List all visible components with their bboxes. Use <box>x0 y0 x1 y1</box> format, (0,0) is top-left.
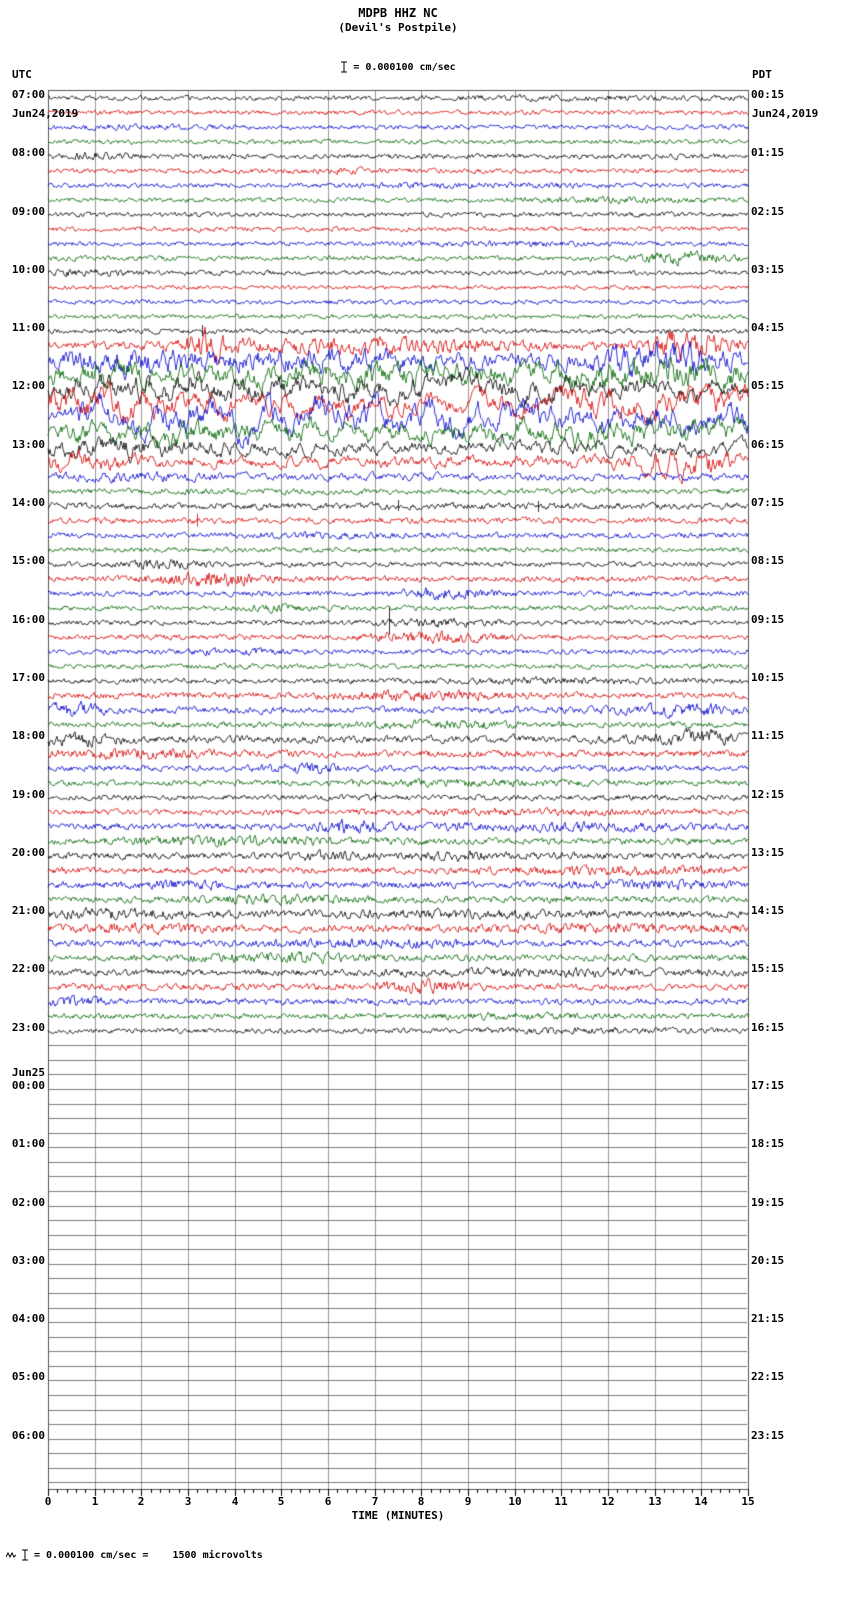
x-tick-label: 6 <box>324 1495 332 1508</box>
pdt-hour-label: 00:15 <box>751 88 785 101</box>
pdt-hour-label: 17:15 <box>751 1079 785 1092</box>
utc-hour-label: 07:00 <box>11 88 45 101</box>
x-tick-label: 12 <box>601 1495 615 1508</box>
x-tick-label: 4 <box>231 1495 239 1508</box>
x-tick-label: 5 <box>277 1495 285 1508</box>
pdt-hour-label: 16:15 <box>751 1021 785 1034</box>
x-tick-label: 3 <box>184 1495 192 1508</box>
utc-hour-label: 00:00 <box>11 1079 45 1092</box>
pdt-hour-label: 23:15 <box>751 1429 785 1442</box>
pdt-hour-label: 09:15 <box>751 613 785 626</box>
station-location: (Devil's Postpile) <box>338 21 458 34</box>
pdt-hour-label: 21:15 <box>751 1312 785 1325</box>
utc-hour-label: 22:00 <box>11 962 45 975</box>
pdt-hour-label: 04:15 <box>751 321 785 334</box>
pdt-hour-label: 14:15 <box>751 904 785 917</box>
utc-hour-label: 03:00 <box>11 1254 45 1267</box>
x-tick-label: 0 <box>44 1495 52 1508</box>
pdt-hour-label: 18:15 <box>751 1137 785 1150</box>
scale-text: = 0.000100 cm/sec <box>353 61 456 73</box>
pdt-hour-label: 02:15 <box>751 205 785 218</box>
left-timezone-label: UTC <box>12 68 32 81</box>
pdt-hour-label: 15:15 <box>751 962 785 975</box>
utc-hour-label: 13:00 <box>11 438 45 451</box>
pdt-hour-label: 19:15 <box>751 1196 785 1209</box>
x-tick-label: 7 <box>371 1495 379 1508</box>
utc-hour-label: 14:00 <box>11 496 45 509</box>
pdt-hour-label: 03:15 <box>751 263 785 276</box>
pdt-hour-label: 22:15 <box>751 1370 785 1383</box>
pdt-hour-label: 11:15 <box>751 729 785 742</box>
x-tick-label: 9 <box>464 1495 472 1508</box>
pdt-hour-label: 06:15 <box>751 438 785 451</box>
utc-hour-label: 18:00 <box>11 729 45 742</box>
x-tick-label: 14 <box>694 1495 708 1508</box>
x-tick-label: 13 <box>648 1495 662 1508</box>
x-tick-label: 15 <box>741 1495 755 1508</box>
pdt-hour-label: 10:15 <box>751 671 785 684</box>
utc-hour-label: 12:00 <box>11 379 45 392</box>
scale-bracket-icon <box>341 61 348 73</box>
footer-scale-text: = 0.000100 cm/sec = 1500 microvolts <box>34 1549 263 1561</box>
utc-hour-label: 21:00 <box>11 904 45 917</box>
scale-bracket-icon <box>22 1549 28 1561</box>
left-time-header: UTC Jun24,2019 <box>12 42 78 146</box>
utc-hour-label: 05:00 <box>11 1370 45 1383</box>
footer-scale-note: = 0.000100 cm/sec = 1500 microvolts <box>6 1549 263 1561</box>
station-title: MDPB HHZ NC <box>358 6 438 20</box>
utc-hour-label: 17:00 <box>11 671 45 684</box>
utc-hour-label: 08:00 <box>11 146 45 159</box>
x-tick-label: 8 <box>417 1495 425 1508</box>
x-tick-label: 10 <box>508 1495 522 1508</box>
x-tick-label: 2 <box>137 1495 145 1508</box>
utc-hour-label: 06:00 <box>11 1429 45 1442</box>
utc-hour-label: 09:00 <box>11 205 45 218</box>
utc-hour-label: 19:00 <box>11 788 45 801</box>
utc-hour-label: 11:00 <box>11 321 45 334</box>
x-tick-label: 11 <box>554 1495 568 1508</box>
pdt-hour-label: 12:15 <box>751 788 785 801</box>
utc-hour-label: 23:00 <box>11 1021 45 1034</box>
x-axis-title: TIME (MINUTES) <box>351 1509 445 1522</box>
x-tick-label: 1 <box>91 1495 99 1508</box>
wiggle-icon <box>6 1551 16 1559</box>
pdt-hour-label: 13:15 <box>751 846 785 859</box>
utc-hour-label: 20:00 <box>11 846 45 859</box>
pdt-hour-label: 08:15 <box>751 554 785 567</box>
utc-date-note: Jun25 <box>11 1066 45 1079</box>
right-date-label: Jun24,2019 <box>752 107 819 120</box>
scale-legend: = 0.000100 cm/sec <box>48 61 748 73</box>
utc-hour-label: 16:00 <box>11 613 45 626</box>
utc-hour-label: 15:00 <box>11 554 45 567</box>
pdt-hour-label: 07:15 <box>751 496 785 509</box>
utc-hour-label: 01:00 <box>11 1137 45 1150</box>
right-timezone-label: PDT <box>752 68 772 81</box>
utc-hour-label: 04:00 <box>11 1312 45 1325</box>
pdt-hour-label: 05:15 <box>751 379 785 392</box>
utc-hour-label: 02:00 <box>11 1196 45 1209</box>
left-date-label: Jun24,2019 <box>12 107 79 120</box>
right-time-header: PDT Jun24,2019 <box>752 42 818 146</box>
pdt-hour-label: 20:15 <box>751 1254 785 1267</box>
pdt-hour-label: 01:15 <box>751 146 785 159</box>
utc-hour-label: 10:00 <box>11 263 45 276</box>
